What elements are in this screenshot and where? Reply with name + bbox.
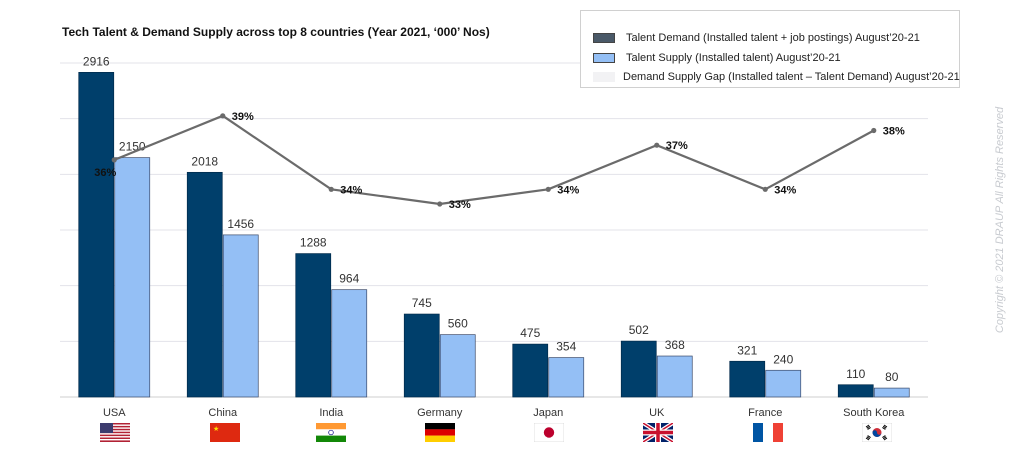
- supply-value-label: 1456: [227, 217, 254, 231]
- demand-bar-france: [729, 360, 766, 398]
- category-tick-label: France: [748, 407, 782, 419]
- france-flag-icon: [753, 423, 783, 442]
- gap-percent-label: 34%: [557, 184, 579, 196]
- demand-bar-india: [295, 253, 332, 398]
- supply-bar-usa: [114, 157, 151, 398]
- india-flag-icon: [316, 423, 346, 442]
- demand-value-label: 321: [737, 343, 757, 357]
- supply-value-label: 560: [448, 317, 468, 331]
- supply-bar-uk: [656, 355, 693, 398]
- gap-percent-label: 38%: [883, 126, 905, 138]
- category-tick-label: India: [319, 407, 344, 419]
- supply-bar-china: [222, 234, 259, 398]
- demand-value-label: 1288: [300, 236, 327, 250]
- supply-value-label: 80: [885, 370, 899, 384]
- category-tick-label: Germany: [417, 407, 463, 419]
- demand-value-label: 2916: [83, 54, 110, 68]
- gap-point: [545, 186, 551, 192]
- gap-percent-label: 37%: [666, 140, 688, 152]
- gap-point: [111, 157, 117, 163]
- gap-point: [437, 201, 443, 207]
- china-flag-icon: ★: [210, 423, 240, 442]
- legend-swatch-gap: [593, 72, 615, 82]
- gap-percent-label: 36%: [94, 167, 116, 179]
- supply-bar-france: [765, 369, 802, 398]
- gap-line: [113, 114, 875, 206]
- demand-bar-usa: [78, 72, 115, 398]
- legend-swatch-demand: [593, 33, 615, 43]
- category-tick-label: South Korea: [843, 407, 905, 419]
- demand-value-label: 475: [520, 326, 540, 340]
- supply-value-label: 964: [339, 272, 359, 286]
- gap-point: [220, 113, 226, 119]
- supply-value-label: 354: [556, 340, 576, 354]
- supply-value-label: 240: [773, 352, 793, 366]
- category-tick-label: USA: [103, 407, 126, 419]
- usa-flag-icon: [100, 423, 130, 442]
- germany-flag-icon: [425, 423, 455, 442]
- gap-point: [654, 142, 660, 148]
- demand-bar-south-korea: [837, 384, 874, 398]
- demand-value-label: 745: [412, 296, 432, 310]
- legend-label-supply: Talent Supply (Installed talent) August’…: [626, 52, 841, 64]
- legend-swatch-supply: [593, 53, 615, 63]
- demand-bar-japan: [512, 343, 549, 398]
- supply-bar-india: [331, 289, 368, 398]
- chart-legend: Talent Demand (Installed talent + job po…: [580, 10, 960, 88]
- gap-percent-label: 33%: [449, 199, 471, 211]
- svg-text:★: ★: [213, 425, 219, 433]
- demand-bar-china: [186, 171, 223, 398]
- demand-bar-germany: [403, 313, 440, 398]
- legend-label-demand: Talent Demand (Installed talent + job po…: [626, 32, 920, 44]
- category-tick-label: Japan: [533, 407, 563, 419]
- category-tick-label: UK: [649, 407, 665, 419]
- demand-bar-uk: [620, 340, 657, 398]
- demand-value-label: 110: [846, 367, 865, 381]
- supply-value-label: 368: [665, 338, 685, 352]
- supply-bar-japan: [548, 357, 585, 398]
- category-tick-label: China: [208, 407, 238, 419]
- demand-value-label: 502: [629, 323, 649, 337]
- gap-percent-label: 39%: [232, 111, 254, 123]
- gap-point: [871, 127, 877, 134]
- uk-flag-icon: [643, 423, 673, 442]
- gap-point: [328, 186, 334, 192]
- supply-bar-germany: [439, 334, 476, 398]
- gap-percent-label: 34%: [340, 184, 362, 196]
- supply-bar-south-korea: [873, 387, 910, 398]
- demand-value-label: 2018: [191, 154, 218, 168]
- chart-title: Tech Talent & Demand Supply across top 8…: [62, 25, 490, 39]
- japan-flag-icon: [534, 423, 564, 442]
- gap-point: [762, 186, 768, 192]
- gap-percent-label: 34%: [774, 184, 796, 196]
- copyright-watermark: Copyright © 2021 DRAUP All Rights Reserv…: [994, 106, 1006, 334]
- legend-label-gap: Demand Supply Gap (Installed talent – Ta…: [623, 71, 960, 83]
- south-korea-flag-icon: [862, 423, 892, 442]
